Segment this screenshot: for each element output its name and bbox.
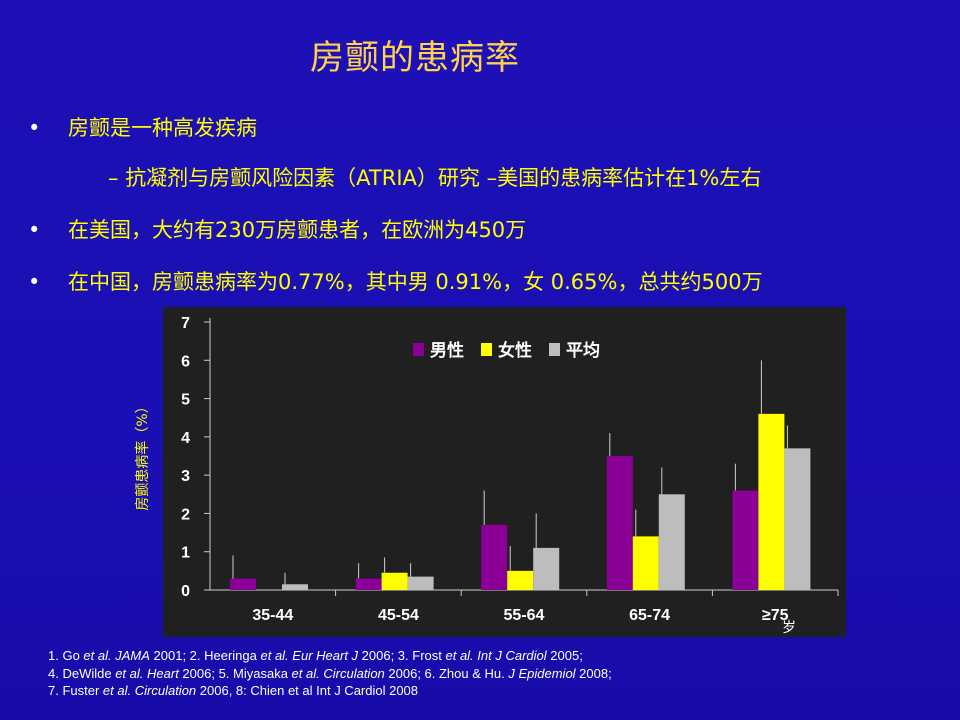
legend-label: 女性: [498, 340, 532, 361]
x-tick-label: 35-44: [252, 607, 293, 624]
bullet-item: • 在中国，房颤患病率为0.77%，其中男 0.91%，女 0.65%，总共约50…: [28, 266, 763, 296]
x-tick-label: ≥75: [762, 607, 789, 624]
sub-bullet-marker: –: [108, 166, 119, 190]
bullet-text: 在美国，大约有230万房颤患者，在欧洲为450万: [68, 218, 527, 242]
bullet-text: 房颤是一种高发疾病: [68, 116, 257, 140]
sub-bullet-text: 抗凝剂与房颤风险因素（ATRIA）研究 –美国的患病率估计在1%左右: [125, 166, 762, 190]
plot-area: 0 1 2 3 4 5 6 7 35-44 45-54 55-64 65-74 ≥75 男性 女性 平均: [181, 315, 839, 624]
bar-女性: [507, 570, 534, 590]
bar-男性: [606, 456, 633, 590]
bar-男性: [355, 578, 382, 590]
bar-女性: [381, 572, 408, 590]
bullet-text: 在中国，房颤患病率为0.77%，其中男 0.91%，女 0.65%，总共约500…: [68, 270, 763, 294]
bullet-item: • 在美国，大约有230万房颤患者，在欧洲为450万: [28, 214, 526, 244]
reference-line: 1. Go et al. JAMA 2001; 2. Heeringa et a…: [48, 648, 583, 663]
reference-line: 7. Fuster et al. Circulation 2006, 8: Ch…: [48, 683, 419, 698]
bullet-marker: •: [28, 218, 41, 242]
y-tick-label: 2: [181, 506, 190, 523]
legend-label: 平均: [566, 340, 600, 361]
x-tick-label: 55-64: [504, 607, 545, 624]
references: 1. Go et al. JAMA 2001; 2. Heeringa et a…: [48, 647, 612, 700]
x-tick-label: 65-74: [629, 607, 670, 624]
bar-平均: [407, 576, 434, 590]
y-axis-label: 房颤患病率（%）: [134, 399, 151, 510]
bullet-marker: •: [28, 116, 41, 140]
bar-男性: [481, 524, 508, 590]
bullet-marker: •: [28, 270, 41, 294]
y-tick-label: 4: [181, 430, 190, 447]
x-unit-label: 岁: [782, 620, 796, 636]
y-tick-label: 0: [181, 583, 190, 600]
reference-line: 4. DeWilde et al. Heart 2006; 5. Miyasak…: [48, 665, 612, 681]
bullet-item: • 房颤是一种高发疾病: [28, 112, 257, 142]
y-tick-label: 7: [181, 315, 190, 332]
slide-title: 房颤的患病率: [310, 38, 520, 78]
bar-女性: [758, 413, 785, 590]
legend-label: 男性: [430, 340, 464, 361]
legend-swatch: [481, 343, 492, 356]
legend-swatch: [549, 343, 560, 356]
bar-平均: [533, 547, 560, 590]
bar-女性: [632, 536, 659, 590]
x-tick-label: 45-54: [378, 607, 419, 624]
sub-bullet-item: – 抗凝剂与房颤风险因素（ATRIA）研究 –美国的患病率估计在1%左右: [108, 162, 761, 192]
bar-平均: [282, 584, 308, 590]
prevalence-bar-chart: 房颤患病率（%） 0 1 2 3 4 5 6 7 35-44 45-54 55-64 65-74 ≥75…: [134, 307, 846, 637]
bar-男性: [732, 490, 759, 590]
bar-平均: [658, 494, 685, 590]
y-tick-label: 6: [181, 353, 190, 370]
y-tick-label: 5: [181, 392, 190, 409]
bar-平均: [784, 448, 811, 590]
bar-男性: [230, 578, 256, 590]
y-tick-label: 1: [181, 545, 190, 562]
legend-swatch: [413, 343, 424, 356]
y-tick-label: 3: [181, 468, 190, 485]
